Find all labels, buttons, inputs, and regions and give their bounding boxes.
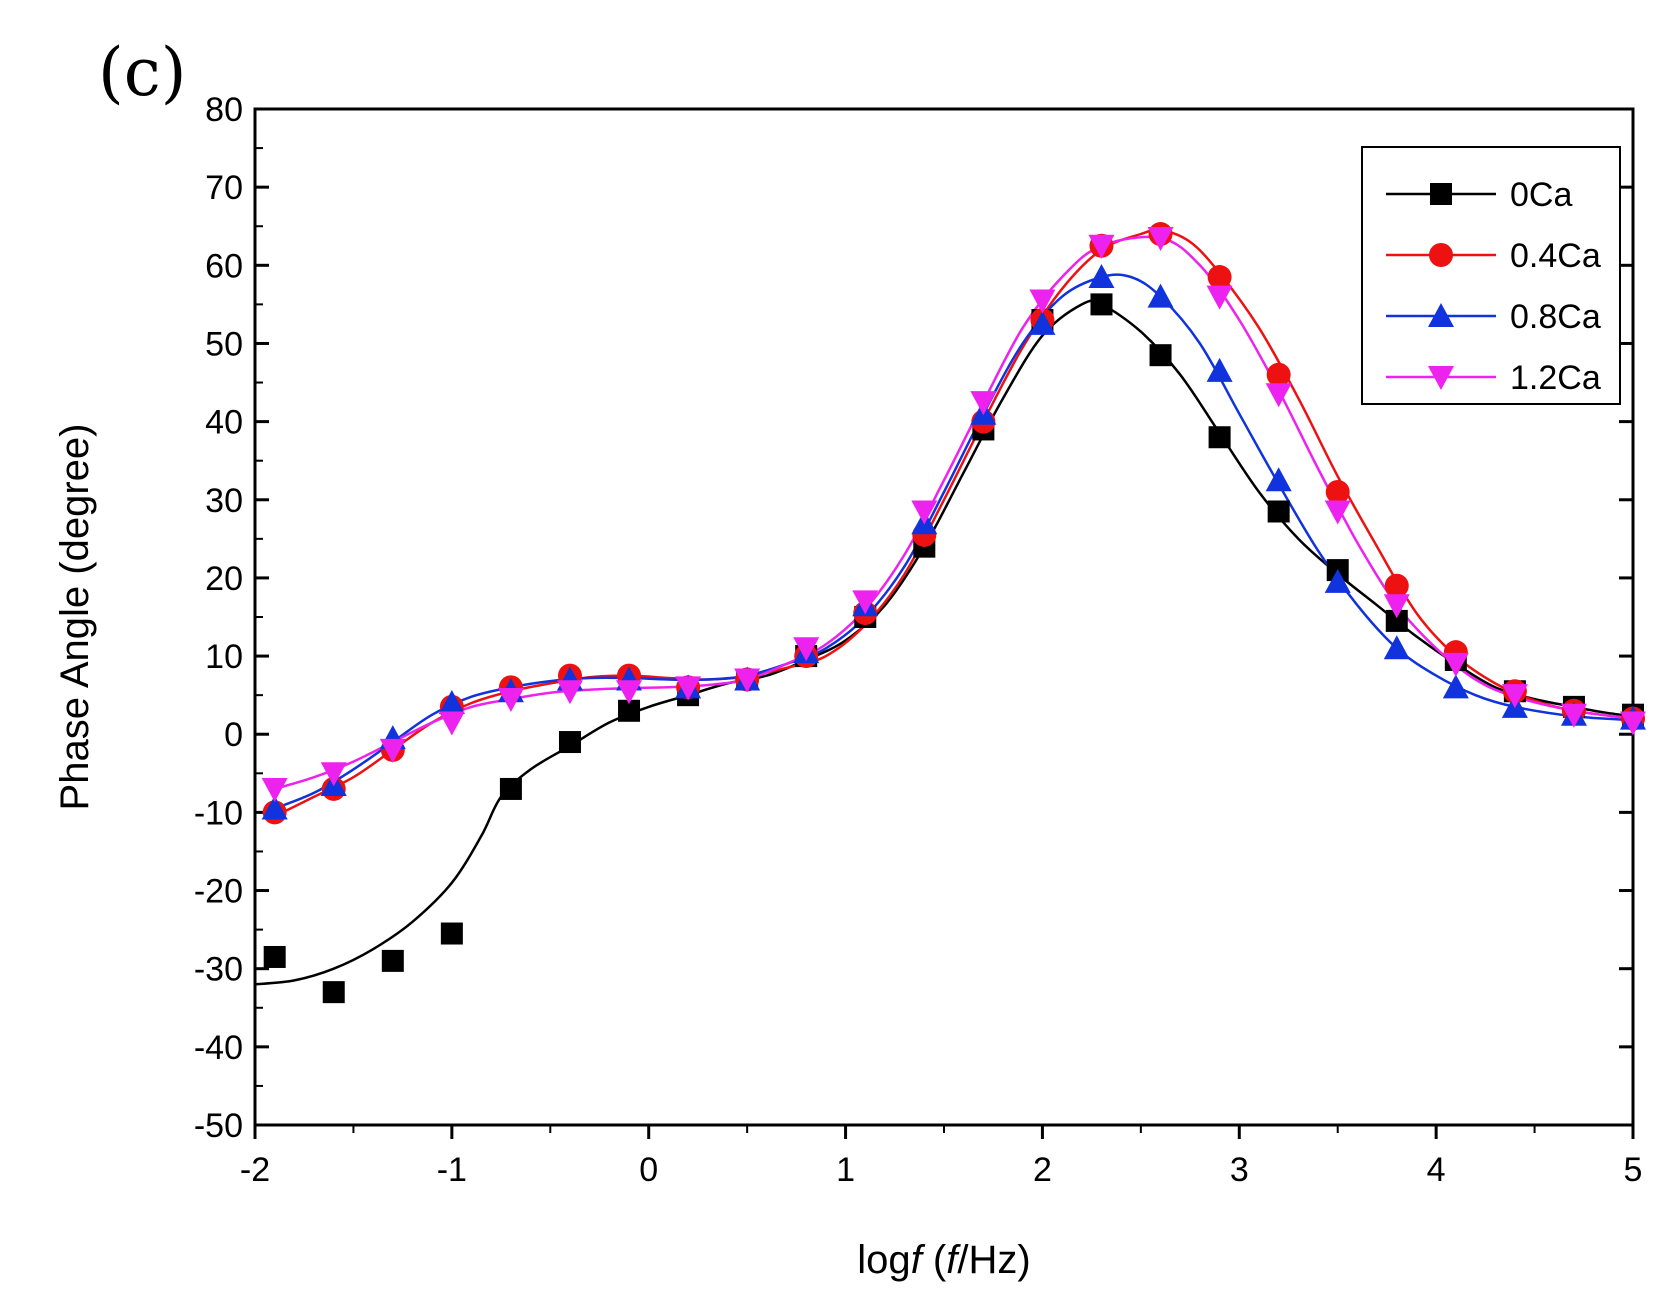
x-axis-title: logf (f/Hz) — [857, 1238, 1030, 1282]
data-point-1.2Ca — [1265, 383, 1292, 408]
data-point-1.2Ca — [970, 391, 997, 416]
data-point-1.2Ca — [1029, 289, 1056, 314]
data-point-0.4Ca — [1325, 479, 1350, 504]
y-tick-label: 30 — [205, 482, 243, 520]
data-point-1.2Ca — [1501, 684, 1528, 709]
data-point-1.2Ca — [734, 668, 761, 693]
legend-label-0.4Ca: 0.4Ca — [1510, 237, 1601, 275]
data-point-0.4Ca — [1384, 573, 1409, 598]
legend-label-1.2Ca: 1.2Ca — [1510, 359, 1601, 397]
y-tick-label: 80 — [205, 91, 243, 129]
x-tick-labels: -2 -1 0 1 2 3 4 5 — [240, 1151, 1643, 1189]
data-point-1.2Ca — [1088, 234, 1115, 259]
axis-ticks — [253, 107, 1635, 1139]
data-point-1.2Ca — [438, 711, 465, 736]
x-tick-label: 4 — [1427, 1151, 1446, 1189]
data-point-0Ca — [618, 699, 641, 722]
y-tick-labels: -50 -40 -30 -20 -10 0 10 20 30 40 50 60 70 80 — [194, 91, 243, 1145]
data-point-1.2Ca — [911, 500, 938, 525]
x-tick-label: 3 — [1230, 1151, 1249, 1189]
legend-box — [1361, 146, 1621, 405]
data-point-0.8Ca — [1206, 357, 1233, 382]
data-point-0.8Ca — [1265, 467, 1292, 492]
legend-marker-0.4Ca — [1429, 243, 1453, 267]
x-tick-label: 0 — [639, 1151, 658, 1189]
legend-marker-1.2Ca — [1428, 366, 1454, 390]
data-point-0.8Ca — [1147, 283, 1174, 308]
data-point-1.2Ca — [261, 777, 288, 802]
data-point-1.2Ca — [320, 762, 347, 787]
y-tick-label: -10 — [194, 794, 243, 832]
data-point-1.2Ca — [852, 590, 879, 615]
y-tick-label: -50 — [194, 1107, 243, 1145]
data-point-1.2Ca — [556, 680, 583, 705]
x-axis-title-log: log — [857, 1238, 910, 1282]
data-point-0.4Ca — [1207, 265, 1232, 290]
data-point-1.2Ca — [616, 680, 643, 705]
y-tick-label: 10 — [205, 638, 243, 676]
y-axis-title: Phase Angle (degree) — [53, 424, 97, 811]
x-tick-label: -2 — [240, 1151, 270, 1189]
x-axis-title-open: ( — [922, 1238, 947, 1282]
data-point-1.2Ca — [1147, 226, 1174, 251]
data-point-0Ca — [1149, 344, 1172, 367]
data-point-1.2Ca — [675, 676, 702, 701]
y-tick-label: -40 — [194, 1029, 243, 1067]
x-tick-label: 5 — [1624, 1151, 1643, 1189]
y-tick-label: -30 — [194, 951, 243, 989]
x-axis-title-unit: /Hz) — [957, 1238, 1030, 1282]
data-point-1.2Ca — [1620, 711, 1646, 736]
legend-marker-0.8Ca — [1428, 303, 1454, 327]
data-point-1.2Ca — [793, 637, 820, 662]
legend-marker-0Ca — [1430, 183, 1452, 205]
data-point-1.2Ca — [1206, 285, 1233, 310]
data-point-0.4Ca — [1266, 362, 1291, 387]
data-point-0.8Ca — [1442, 674, 1469, 699]
data-point-0Ca — [381, 949, 404, 972]
data-point-0Ca — [558, 731, 581, 754]
data-point-0Ca — [1267, 500, 1290, 523]
data-point-0.8Ca — [261, 795, 288, 820]
y-tick-label: -20 — [194, 873, 243, 911]
legend: 0Ca 0.4Ca 0.8Ca 1.2Ca — [1361, 146, 1621, 405]
data-point-0Ca — [499, 777, 522, 800]
y-tick-label: 0 — [224, 716, 243, 754]
data-point-0Ca — [440, 922, 463, 945]
y-tick-label: 20 — [205, 560, 243, 598]
data-point-0Ca — [322, 981, 345, 1004]
data-point-1.2Ca — [1324, 500, 1351, 525]
panel-label: (c) — [98, 34, 186, 111]
y-tick-label: 60 — [205, 247, 243, 285]
data-point-0.8Ca — [1029, 310, 1056, 335]
data-point-1.2Ca — [1442, 652, 1469, 677]
data-point-0.8Ca — [1383, 635, 1410, 660]
data-point-0Ca — [1385, 609, 1408, 632]
x-tick-label: 2 — [1033, 1151, 1052, 1189]
data-point-0Ca — [1208, 426, 1231, 449]
x-tick-label: 1 — [836, 1151, 855, 1189]
data-point-0Ca — [1090, 293, 1113, 316]
data-point-0.8Ca — [438, 689, 465, 714]
data-point-1.2Ca — [1560, 703, 1587, 728]
x-tick-label: -1 — [437, 1151, 467, 1189]
data-point-0.8Ca — [1088, 264, 1115, 289]
y-tick-label: 40 — [205, 404, 243, 442]
legend-label-0Ca: 0Ca — [1510, 176, 1572, 214]
legend-label-0.8Ca: 0.8Ca — [1510, 298, 1601, 336]
data-point-1.2Ca — [1383, 594, 1410, 619]
y-tick-label: 70 — [205, 169, 243, 207]
data-point-0Ca — [263, 945, 286, 968]
data-point-1.2Ca — [497, 688, 524, 713]
data-point-1.2Ca — [379, 738, 406, 763]
data-point-0.8Ca — [1324, 568, 1351, 593]
data-markers — [261, 222, 1646, 1004]
y-tick-label: 50 — [205, 325, 243, 363]
